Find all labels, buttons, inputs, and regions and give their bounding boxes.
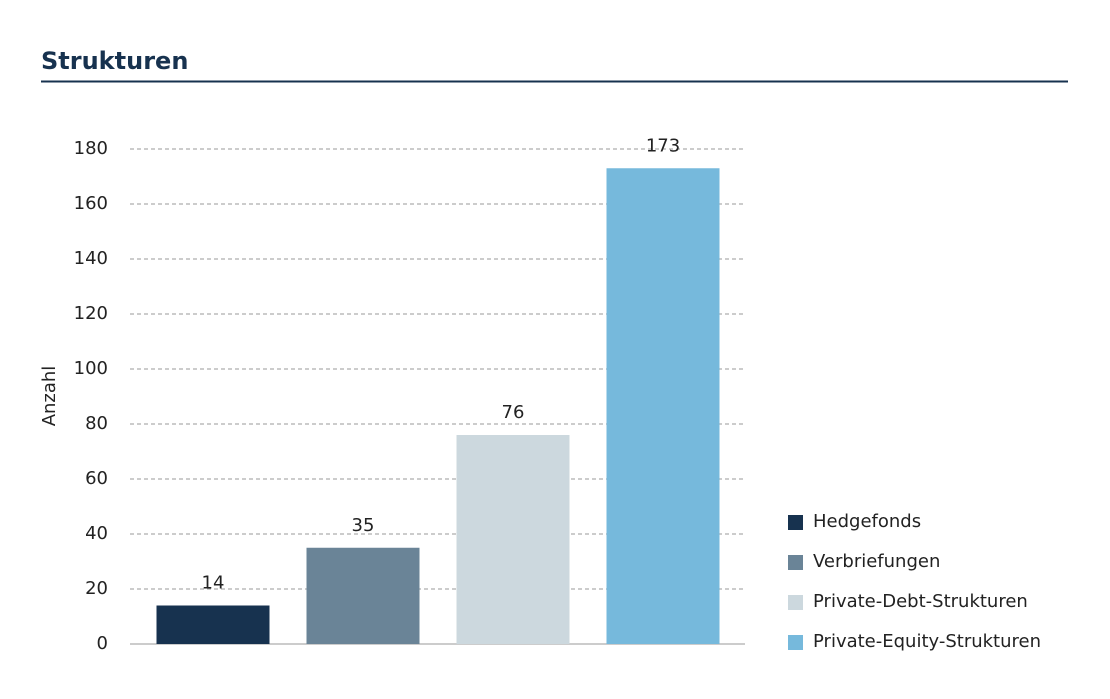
y-tick-label: 140 [74, 248, 108, 269]
y-tick-label: 40 [85, 523, 108, 544]
bar [606, 168, 720, 644]
legend-swatch [788, 595, 803, 610]
y-tick-label: 0 [97, 633, 108, 654]
data-label: 35 [352, 515, 375, 536]
bar [156, 605, 270, 644]
page-title: Strukturen [41, 47, 188, 75]
legend-swatch [788, 635, 803, 650]
legend-swatch [788, 515, 803, 530]
bar [306, 547, 420, 644]
data-label: 14 [202, 573, 225, 594]
data-label: 173 [646, 135, 680, 156]
y-tick-label: 80 [85, 413, 108, 434]
legend-label: Private-Debt-Strukturen [813, 591, 1028, 612]
legend-swatch [788, 555, 803, 570]
y-tick-label: 160 [74, 193, 108, 214]
y-tick-label: 20 [85, 578, 108, 599]
y-tick-label: 180 [74, 138, 108, 159]
legend-label: Hedgefonds [813, 511, 921, 532]
y-axis-label: Anzahl [39, 366, 60, 427]
data-label: 76 [502, 402, 525, 423]
y-tick-label: 60 [85, 468, 108, 489]
legend-label: Private-Equity-Strukturen [813, 631, 1041, 652]
legend-label: Verbriefungen [813, 551, 940, 572]
bar [456, 435, 570, 644]
y-tick-label: 120 [74, 303, 108, 324]
y-tick-label: 100 [74, 358, 108, 379]
